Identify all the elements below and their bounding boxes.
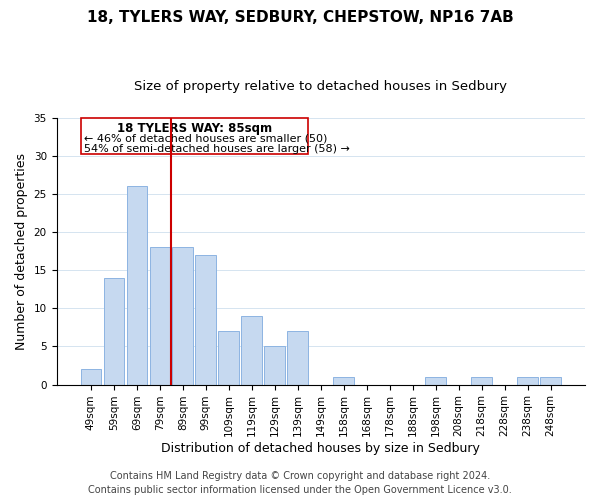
Text: Contains HM Land Registry data © Crown copyright and database right 2024.
Contai: Contains HM Land Registry data © Crown c… [88, 471, 512, 495]
Bar [149, 248, 170, 384]
Bar [241, 316, 262, 384]
X-axis label: Distribution of detached houses by size in Sedbury: Distribution of detached houses by size … [161, 442, 480, 455]
Bar [80, 370, 101, 384]
Bar [196, 255, 216, 384]
Bar [472, 377, 492, 384]
Text: 54% of semi-detached houses are larger (58) →: 54% of semi-detached houses are larger (… [84, 144, 350, 154]
Bar [104, 278, 124, 384]
Bar [287, 331, 308, 384]
Bar [425, 377, 446, 384]
Text: ← 46% of detached houses are smaller (50): ← 46% of detached houses are smaller (50… [84, 134, 328, 144]
Bar [517, 377, 538, 384]
Bar [218, 331, 239, 384]
Title: Size of property relative to detached houses in Sedbury: Size of property relative to detached ho… [134, 80, 507, 93]
Text: 18 TYLERS WAY: 85sqm: 18 TYLERS WAY: 85sqm [117, 122, 272, 136]
Bar [265, 346, 285, 385]
Bar [172, 248, 193, 384]
Bar [127, 186, 147, 384]
Y-axis label: Number of detached properties: Number of detached properties [15, 152, 28, 350]
Bar [334, 377, 354, 384]
FancyBboxPatch shape [80, 118, 308, 154]
Text: 18, TYLERS WAY, SEDBURY, CHEPSTOW, NP16 7AB: 18, TYLERS WAY, SEDBURY, CHEPSTOW, NP16 … [86, 10, 514, 25]
Bar [540, 377, 561, 384]
